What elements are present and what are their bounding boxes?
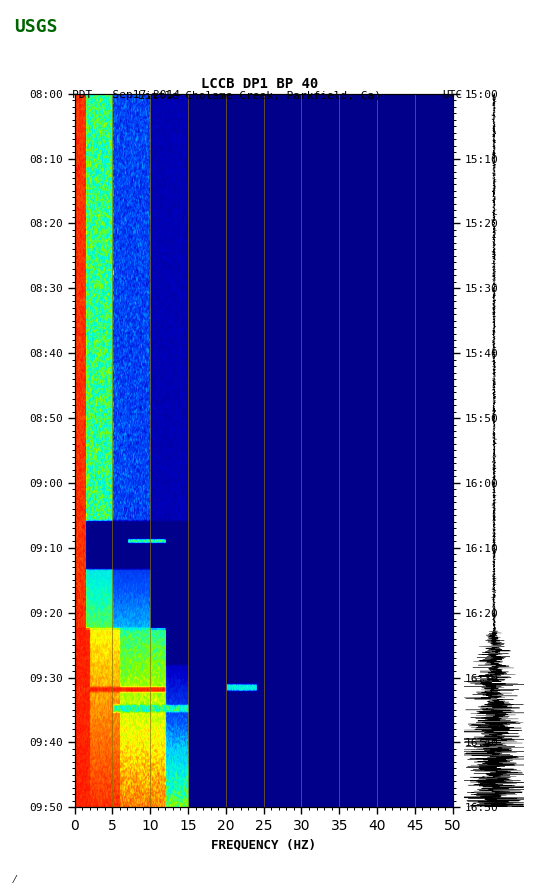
Text: Little Cholame Creek, Parkfield, Ca): Little Cholame Creek, Parkfield, Ca) (138, 90, 381, 101)
Text: LCCB DP1 BP 40: LCCB DP1 BP 40 (201, 77, 318, 91)
Text: UTC: UTC (443, 90, 463, 101)
X-axis label: FREQUENCY (HZ): FREQUENCY (HZ) (211, 838, 316, 852)
Text: PDT   Sep17,2014: PDT Sep17,2014 (72, 90, 180, 101)
Text: ⁄: ⁄ (14, 875, 15, 885)
Text: USGS: USGS (14, 18, 57, 36)
